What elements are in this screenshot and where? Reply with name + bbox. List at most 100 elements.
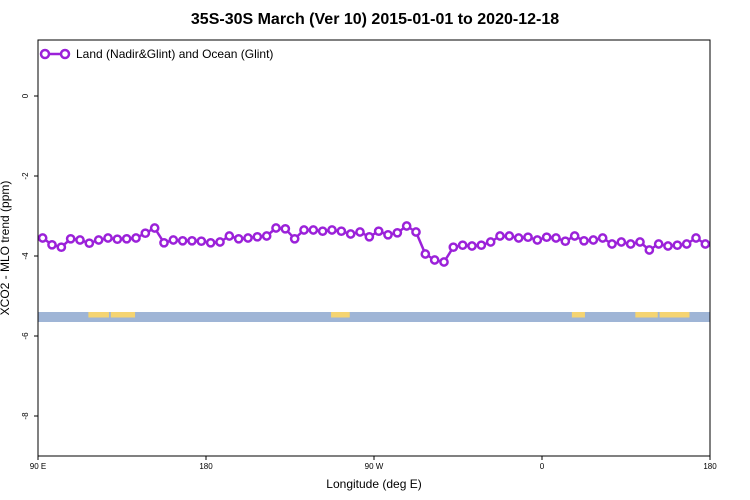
y-tick-label: 0 bbox=[21, 93, 30, 98]
data-point bbox=[420, 249, 431, 259]
data-point bbox=[411, 227, 421, 237]
chart-title: 35S-30S March (Ver 10) 2015-01-01 to 202… bbox=[191, 11, 559, 28]
data-point bbox=[579, 235, 589, 246]
data-point bbox=[392, 227, 403, 238]
data-point bbox=[364, 231, 375, 242]
data-point bbox=[93, 235, 104, 245]
data-point bbox=[513, 233, 524, 243]
data-point bbox=[327, 225, 337, 235]
y-tick-label: -2 bbox=[21, 172, 30, 180]
data-point bbox=[644, 245, 655, 255]
data-point bbox=[168, 235, 179, 245]
data-point bbox=[317, 226, 328, 237]
data-point bbox=[691, 233, 701, 243]
data-point bbox=[700, 239, 711, 249]
y-tick-label: -8 bbox=[21, 412, 30, 420]
plot-area bbox=[37, 221, 711, 322]
data-point bbox=[233, 233, 244, 244]
data-point bbox=[653, 239, 664, 249]
data-point bbox=[37, 233, 48, 243]
data-point bbox=[663, 241, 673, 251]
y-axis: 0 -2 -4 -6 -8 bbox=[21, 93, 38, 420]
data-point bbox=[56, 242, 67, 253]
data-point bbox=[560, 236, 571, 247]
data-point bbox=[159, 237, 169, 248]
data-point bbox=[345, 229, 356, 239]
data-point bbox=[672, 240, 683, 251]
land-segment bbox=[635, 312, 658, 318]
data-point bbox=[439, 257, 449, 267]
data-point bbox=[196, 236, 207, 247]
x-tick-label: 180 bbox=[703, 462, 717, 471]
data-point bbox=[308, 225, 319, 235]
data-point bbox=[383, 229, 393, 240]
data-point bbox=[373, 226, 384, 237]
data-point bbox=[140, 228, 151, 239]
data-point bbox=[271, 223, 281, 233]
data-point bbox=[588, 235, 599, 245]
data-point bbox=[551, 233, 561, 243]
data-point bbox=[112, 234, 123, 245]
data-point bbox=[541, 232, 552, 243]
data-point bbox=[457, 240, 468, 251]
legend: Land (Nadir&Glint) and Ocean (Glint) bbox=[39, 47, 273, 61]
data-point bbox=[523, 232, 533, 243]
legend-marker-left bbox=[39, 48, 51, 60]
x-axis: 90 E 180 90 W 0 180 bbox=[30, 456, 717, 471]
data-point bbox=[215, 237, 225, 247]
data-point bbox=[569, 231, 580, 241]
legend-marker-right bbox=[59, 48, 71, 60]
land-segment bbox=[571, 312, 585, 318]
data-point bbox=[103, 233, 113, 243]
y-tick-label: -4 bbox=[21, 252, 30, 260]
data-point bbox=[532, 235, 543, 245]
data-point bbox=[261, 231, 272, 241]
data-point bbox=[84, 238, 95, 249]
data-point bbox=[47, 239, 57, 250]
data-point bbox=[177, 235, 188, 246]
data-point bbox=[187, 235, 197, 246]
data-point bbox=[467, 241, 477, 251]
data-point bbox=[681, 239, 692, 249]
data-point bbox=[485, 237, 496, 247]
data-point bbox=[252, 231, 263, 242]
ocean-band bbox=[38, 312, 710, 322]
data-point bbox=[625, 239, 636, 249]
x-axis-label: Longitude (deg E) bbox=[326, 477, 421, 491]
land-segment bbox=[659, 312, 690, 318]
data-point bbox=[75, 235, 85, 245]
land-segment bbox=[88, 312, 109, 318]
data-point bbox=[355, 227, 365, 237]
data-point bbox=[243, 233, 253, 243]
data-point bbox=[65, 233, 76, 244]
x-tick-label: 90 E bbox=[30, 462, 46, 471]
data-point bbox=[616, 237, 627, 247]
y-axis-label: XCO2 - MLO trend (ppm) bbox=[0, 181, 12, 316]
y-tick-label: -6 bbox=[21, 332, 30, 340]
data-point bbox=[280, 223, 291, 234]
data-point bbox=[289, 233, 300, 244]
data-point bbox=[495, 231, 505, 241]
land-segment bbox=[110, 312, 136, 318]
data-point bbox=[476, 240, 487, 251]
data-point bbox=[205, 237, 216, 248]
x-tick-label: 90 W bbox=[365, 462, 384, 471]
data-point bbox=[504, 231, 515, 241]
data-point bbox=[336, 226, 347, 237]
data-point bbox=[299, 225, 309, 235]
plot-frame bbox=[37, 39, 711, 457]
legend-label: Land (Nadir&Glint) and Ocean (Glint) bbox=[76, 47, 273, 61]
data-point bbox=[149, 223, 160, 233]
data-point bbox=[448, 242, 459, 253]
x-tick-label: 180 bbox=[199, 462, 213, 471]
land-segment bbox=[331, 312, 350, 318]
data-point bbox=[429, 255, 440, 265]
x-tick-label: 0 bbox=[540, 462, 545, 471]
data-point bbox=[121, 233, 132, 244]
data-point bbox=[635, 237, 645, 247]
data-point bbox=[224, 231, 235, 241]
data-point bbox=[607, 239, 617, 249]
data-point bbox=[131, 233, 141, 243]
data-point bbox=[401, 221, 412, 231]
